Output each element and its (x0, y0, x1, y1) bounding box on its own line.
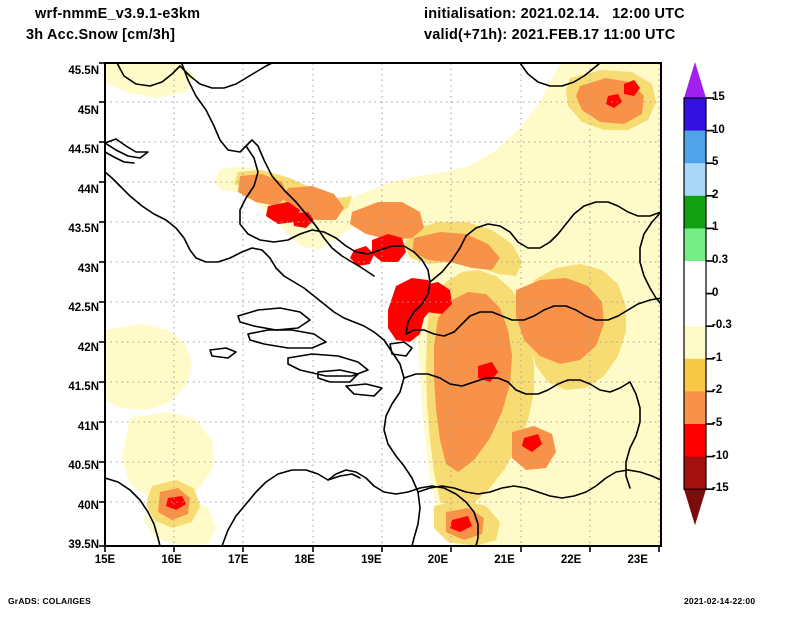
initialisation-time: initialisation: 2021.02.14. 12:00 UTC (424, 6, 685, 22)
colorbar-tick-label: -0.3 (712, 319, 732, 332)
colorbar-bar (683, 62, 714, 526)
y-tick-label: 39.5N (68, 539, 99, 551)
run-timestamp: 2021-02-14-22:00 (684, 596, 756, 606)
y-tick-label: 45N (77, 104, 99, 117)
source-credit: GrADS: COLA/IGES (8, 596, 92, 606)
colorbar-tick-label: -5 (712, 417, 723, 429)
y-tick-label: 43N (77, 262, 99, 275)
colorbar-band (684, 293, 706, 327)
y-tick-label: 44N (77, 183, 99, 196)
field-title: 3h Acc.Snow [cm/3h] (26, 27, 176, 43)
colorbar-tick-label: 0.3 (712, 254, 728, 266)
colorbar-band (684, 424, 706, 458)
x-tick-label: 19E (361, 554, 382, 566)
y-tick-label: 44.5N (68, 144, 99, 157)
x-tick-label: 15E (94, 554, 116, 566)
y-tick-label: 40.5N (68, 460, 99, 473)
valid-time: valid(+71h): 2021.FEB.17 11:00 UTC (424, 27, 676, 43)
plot-frame (104, 62, 662, 547)
model-title: wrf-nmmE_v3.9.1-e3km (35, 6, 201, 22)
colorbar-band (684, 261, 706, 295)
y-tick-label: 45.5N (68, 65, 99, 78)
colorbar-band (684, 456, 706, 490)
y-tick-label: 42.5N (68, 302, 99, 315)
colorbar-tick-label: -15 (712, 482, 729, 495)
colorbar[interactable]: 15 10 5 2 1 0.3 0 -0.3 -1 -2 -5 -10 -15 (678, 60, 796, 540)
x-tick-label: 22E (560, 554, 582, 566)
colorbar-band (684, 163, 706, 197)
colorbar-band (684, 130, 706, 164)
colorbar-band (684, 326, 706, 360)
axis-ticks (99, 62, 660, 552)
snow-shading-layer (105, 63, 661, 546)
colorbar-tick-label: -10 (712, 449, 729, 462)
y-tick-label: 41N (77, 420, 99, 433)
y-tick-label: 40N (77, 499, 99, 512)
y-tick-label: 41.5N (68, 381, 99, 394)
colorbar-tick-label: 15 (712, 91, 725, 103)
colorbar-tick-label: 0 (712, 286, 719, 299)
colorbar-band (684, 391, 706, 425)
colorbar-tick-label: 5 (712, 156, 719, 169)
colorbar-tick-label: 10 (712, 123, 725, 136)
colorbar-band (684, 98, 706, 132)
colorbar-band (684, 228, 706, 262)
colorbar-tick-label: -1 (712, 351, 723, 364)
coastline-and-borders (105, 63, 661, 546)
colorbar-band (684, 195, 706, 229)
x-tick-label: 20E (427, 554, 449, 566)
colorbar-arrow-bottom (684, 489, 706, 526)
colorbar-tick-label: 1 (712, 221, 719, 234)
x-tick-label: 16E (161, 554, 182, 566)
colorbar-band (684, 358, 706, 392)
x-tick-label: 18E (294, 554, 315, 566)
colorbar-arrow-top (684, 62, 706, 98)
y-tick-label: 42N (77, 341, 99, 354)
colorbar-tick-label: 2 (712, 188, 719, 201)
map-gridlines (105, 63, 661, 546)
x-tick-label: 23E (627, 554, 648, 566)
x-tick-label: 17E (227, 554, 249, 566)
x-tick-label: 21E (494, 554, 515, 566)
colorbar-tick-label: -2 (712, 384, 723, 397)
y-tick-label: 43.5N (68, 223, 99, 236)
